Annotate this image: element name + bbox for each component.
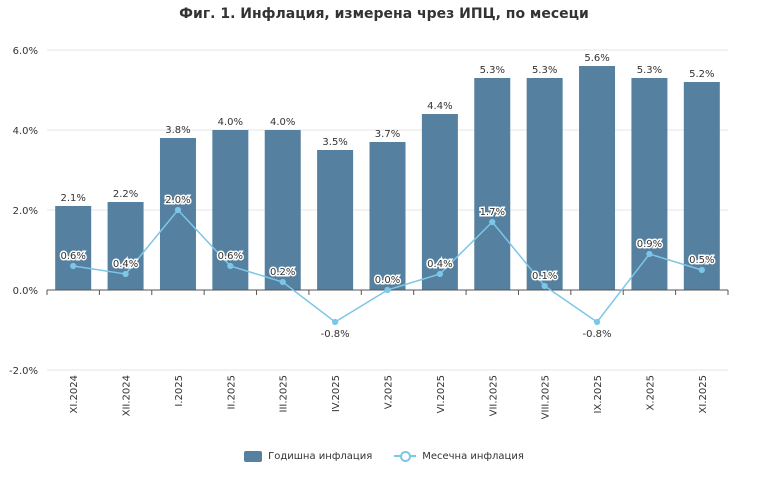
legend-item-monthly[interactable]: Месечна инфлация: [394, 450, 524, 462]
bar-value-label: 5.3%: [532, 65, 557, 76]
x-tick-label: XI.2025: [698, 375, 709, 413]
line-point: [332, 318, 339, 326]
line-point: [227, 262, 234, 270]
y-tick-label: 2.0%: [13, 206, 38, 217]
line-value-label: 0.0%: [375, 275, 400, 286]
line-value-label: 0.6%: [60, 251, 85, 262]
bar-value-label: 5.6%: [584, 53, 609, 64]
line-layer: [70, 206, 705, 326]
y-tick-label: -2.0%: [9, 366, 38, 377]
y-tick-label: 4.0%: [13, 126, 38, 137]
y-tick-label: 0.0%: [13, 286, 38, 297]
bar-annual: [579, 66, 616, 290]
x-tick-label: XII.2024: [122, 375, 133, 416]
bar-value-label: 2.2%: [113, 189, 138, 200]
line-value-label: 0.4%: [427, 259, 452, 270]
line-point: [646, 250, 653, 258]
x-tick-label: X.2025: [645, 375, 656, 410]
line-value-label: 0.4%: [113, 259, 138, 270]
bar-annual: [421, 114, 458, 290]
line-value-label: 1.7%: [480, 207, 505, 218]
line-point: [541, 282, 548, 290]
line-value-label: 0.1%: [532, 271, 557, 282]
x-tick-label: VIII.2025: [541, 375, 552, 419]
legend-line-swatch: [394, 450, 417, 462]
bar-annual: [526, 78, 563, 290]
line-point: [174, 206, 182, 214]
line-value-label: 0.5%: [689, 255, 714, 266]
bar-value-label: 5.3%: [637, 65, 662, 76]
bar-annual: [474, 78, 511, 290]
x-tick-label: XI.2024: [69, 375, 80, 413]
legend: Годишна инфлация Месечна инфлация: [0, 450, 768, 462]
bar-annual: [55, 206, 92, 290]
line-value-label: 0.9%: [637, 239, 662, 250]
x-tick-label: IV.2025: [331, 375, 342, 412]
bar-value-label: 4.0%: [270, 117, 295, 128]
y-tick-label: 6.0%: [13, 46, 38, 57]
bar-value-label: 3.7%: [375, 129, 400, 140]
bar-annual: [317, 150, 354, 290]
line-point: [279, 278, 286, 286]
line-value-label: 0.2%: [270, 267, 295, 278]
line-point: [698, 266, 705, 274]
bar-annual: [683, 82, 720, 290]
bar-annual: [159, 138, 196, 290]
x-tick-label: VI.2025: [436, 375, 447, 413]
line-value-label: -0.8%: [321, 329, 350, 340]
line-value-label: -0.8%: [583, 329, 612, 340]
line-point: [436, 270, 443, 278]
line-point: [122, 270, 129, 278]
x-tick-label: V.2025: [384, 375, 395, 409]
bar-value-label: 4.0%: [218, 117, 243, 128]
x-tick-label: II.2025: [226, 375, 237, 410]
x-tick-label: III.2025: [279, 375, 290, 412]
bar-value-label: 3.8%: [165, 125, 190, 136]
line-value-label: 2.0%: [165, 195, 190, 206]
line-point: [70, 262, 77, 270]
bar-annual: [264, 130, 301, 290]
bar-value-label: 4.4%: [427, 101, 452, 112]
x-tick-label: I.2025: [174, 375, 185, 407]
bar-value-label: 5.2%: [689, 69, 714, 80]
line-value-label: 0.6%: [218, 251, 243, 262]
chart-title: Фиг. 1. Инфлация, измерена чрез ИПЦ, по …: [179, 6, 589, 22]
legend-item-annual[interactable]: Годишна инфлация: [244, 450, 372, 462]
legend-label-monthly: Месечна инфлация: [422, 450, 524, 462]
bar-value-label: 3.5%: [322, 137, 347, 148]
bar-annual: [369, 142, 406, 290]
inflation-chart: 6.0% 4.0% 2.0% 0.0% -2.0% XI.2024 XII.2024 I.20…: [9, 46, 729, 419]
bar-value-label: 5.3%: [480, 65, 505, 76]
bar-layer: [55, 66, 720, 290]
x-tick-label: IX.2025: [593, 375, 604, 413]
legend-label-annual: Годишна инфлация: [268, 450, 373, 462]
legend-bar-swatch: [244, 450, 263, 462]
line-point: [489, 218, 496, 226]
x-tick-label: VII.2025: [488, 375, 499, 416]
line-point: [384, 286, 391, 294]
bar-value-label: 2.1%: [60, 193, 85, 204]
label-layer: 2.1% 2.2% 3.8% 4.0% 4.0% 3.5% 3.7% 4.4% 5.3% 5.3%…: [59, 53, 716, 340]
line-point: [593, 318, 601, 326]
